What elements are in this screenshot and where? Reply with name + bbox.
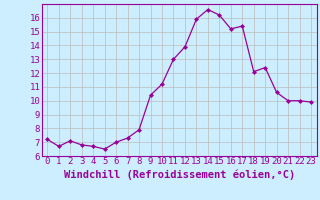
- X-axis label: Windchill (Refroidissement éolien,°C): Windchill (Refroidissement éolien,°C): [64, 169, 295, 180]
